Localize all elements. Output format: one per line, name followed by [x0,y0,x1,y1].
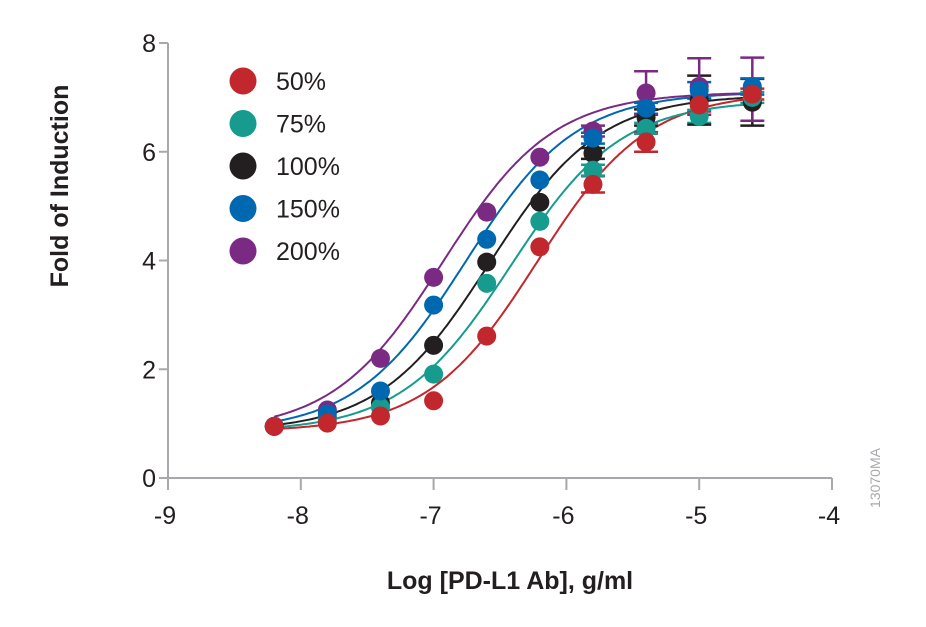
legend-label: 150% [276,196,340,224]
legend-marker [229,67,257,95]
data-point-150pct [689,80,709,100]
data-point-200pct [477,202,497,222]
data-point-100pct [583,143,603,163]
fit-curve-50pct [274,97,750,430]
data-point-75pct [636,118,656,138]
data-point-50pct [742,84,762,104]
data-point-100pct [530,192,550,212]
data-point-50pct [689,95,709,115]
legend-marker [229,195,257,222]
legend-label: 200% [276,238,340,266]
axes: 0 2 4 6 8 -9 -8 -7 -6 -5 -4 [142,30,840,530]
data-point-75pct [424,364,444,384]
y-tick-label: 6 [142,139,156,167]
error-bars [580,56,765,194]
data-point-150pct [370,381,390,401]
figure-id: 13070MA [867,447,883,508]
fit-curve-200pct [273,92,750,418]
data-point-75pct [583,160,603,180]
fit-curve-100pct [274,96,750,427]
data-point-50pct [477,326,497,346]
legend-marker [229,152,257,180]
x-ticks: -9 -8 -7 -6 -5 -4 [154,478,840,530]
x-tick-label: -7 [419,502,441,530]
data-point-50pct [636,132,656,152]
data-point-50pct [583,174,603,194]
data-point-50pct [424,391,444,411]
data-point-100pct [477,252,497,272]
data-point-150pct [477,229,497,249]
y-axis-title: Fold of Induction [46,85,74,288]
legend-label: 100% [276,153,340,181]
data-point-150pct [636,98,656,118]
legend-label: 50% [276,68,326,96]
legend-marker [229,110,257,137]
data-point-100pct [424,335,444,355]
data-point-50pct [317,413,337,433]
data-point-200pct [636,83,656,103]
legend: 50% 75% 100% 150% 200% [229,67,340,266]
y-tick-label: 4 [142,248,156,276]
data-point-50pct [530,237,550,257]
data-point-150pct [530,170,550,190]
legend-marker [229,237,257,265]
data-point-200pct [530,147,550,167]
x-axis-title: Log [PD-L1 Ab], g/ml [387,567,633,595]
fit-curves [273,92,750,430]
x-tick-label: -9 [154,502,176,530]
data-point-150pct [424,295,444,315]
y-tick-label: 2 [142,356,156,384]
y-ticks: 0 2 4 6 8 [142,30,168,493]
data-point-50pct [264,416,284,436]
x-tick-label: -6 [552,502,574,530]
data-points [264,77,762,436]
x-tick-label: -5 [685,502,707,530]
x-tick-label: -8 [287,502,309,530]
legend-label: 75% [276,111,326,139]
data-point-200pct [424,267,444,287]
y-tick-label: 0 [142,465,156,493]
data-point-150pct [583,128,603,148]
fit-curve-150pct [274,92,750,423]
x-tick-label: -4 [818,502,840,530]
fit-curve-75pct [274,103,750,429]
data-point-50pct [370,406,390,426]
y-tick-label: 8 [142,30,156,58]
data-point-75pct [477,273,497,293]
data-point-200pct [370,348,390,368]
data-point-75pct [530,211,550,231]
